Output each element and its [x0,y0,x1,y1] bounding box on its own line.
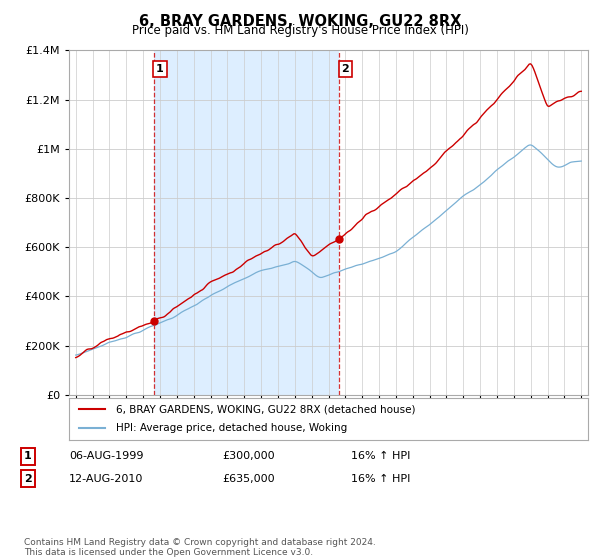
Text: 6, BRAY GARDENS, WOKING, GU22 8RX (detached house): 6, BRAY GARDENS, WOKING, GU22 8RX (detac… [116,404,415,414]
Text: 2: 2 [24,474,32,484]
Text: £300,000: £300,000 [222,451,275,461]
Text: 12-AUG-2010: 12-AUG-2010 [69,474,143,484]
Text: Price paid vs. HM Land Registry's House Price Index (HPI): Price paid vs. HM Land Registry's House … [131,24,469,37]
Text: 16% ↑ HPI: 16% ↑ HPI [351,474,410,484]
Text: 1: 1 [156,64,164,74]
Text: 1: 1 [24,451,32,461]
Text: 06-AUG-1999: 06-AUG-1999 [69,451,143,461]
Text: 6, BRAY GARDENS, WOKING, GU22 8RX: 6, BRAY GARDENS, WOKING, GU22 8RX [139,14,461,29]
Text: Contains HM Land Registry data © Crown copyright and database right 2024.
This d: Contains HM Land Registry data © Crown c… [24,538,376,557]
Text: 2: 2 [341,64,349,74]
Bar [154,50,339,395]
Text: 16% ↑ HPI: 16% ↑ HPI [351,451,410,461]
Text: £635,000: £635,000 [222,474,275,484]
Text: HPI: Average price, detached house, Woking: HPI: Average price, detached house, Woki… [116,423,347,433]
